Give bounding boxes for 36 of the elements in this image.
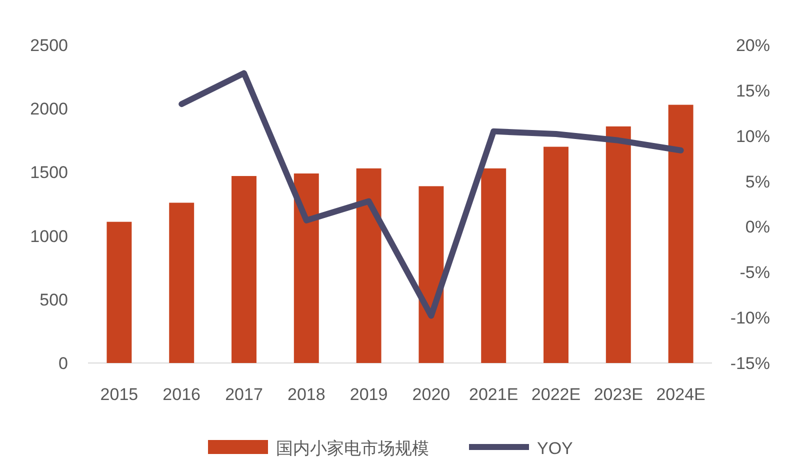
y-tick-label: 1000 <box>30 226 68 246</box>
y2-tick-label: 10% <box>736 126 770 146</box>
x-tick-label: 2016 <box>162 385 201 404</box>
y2-tick-label: 5% <box>745 172 770 192</box>
bar <box>668 104 694 363</box>
y2-tick-label: 15% <box>736 81 770 100</box>
y2-tick-label: 0% <box>745 218 770 237</box>
bar <box>544 146 568 363</box>
y-tick-label: 2500 <box>30 36 68 55</box>
bar <box>232 176 256 363</box>
y-tick-label: 1500 <box>30 163 68 182</box>
bar <box>294 173 319 363</box>
y-tick-label: 500 <box>40 290 68 310</box>
bar <box>169 202 194 363</box>
y2-tick-label: -10% <box>730 308 770 328</box>
legend-label: YOY <box>537 439 573 458</box>
y-tick-label: 2000 <box>30 100 68 119</box>
y2-tick-label: -5% <box>740 263 770 282</box>
x-tick-label: 2018 <box>287 385 326 404</box>
x-tick-label: 2021E <box>469 385 518 404</box>
x-tick-label: 2015 <box>100 385 138 404</box>
bar <box>606 126 631 363</box>
y2-tick-label: -15% <box>730 354 770 373</box>
legend-label: 国内小家电市场规模 <box>276 439 429 458</box>
bar <box>356 168 382 363</box>
bar <box>418 186 444 363</box>
x-tick-label: 2017 <box>225 385 263 404</box>
bar <box>481 168 506 363</box>
x-tick-label: 2019 <box>350 385 388 404</box>
y-tick-label: 0 <box>58 354 68 373</box>
x-tick-label: 2022E <box>531 385 581 404</box>
x-tick-label: 2023E <box>594 385 643 404</box>
x-tick-label: 2020 <box>412 385 450 404</box>
y2-tick-label: 20% <box>736 36 770 55</box>
bar <box>106 222 132 363</box>
x-tick-label: 2024E <box>656 385 706 404</box>
